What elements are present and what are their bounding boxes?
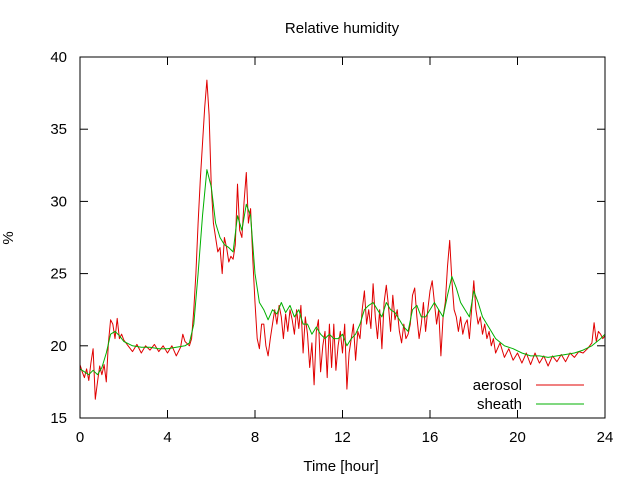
y-tick-label: 30 [50, 193, 67, 210]
x-tick-label: 4 [163, 429, 171, 446]
legend: aerosol sheath [473, 377, 584, 413]
x-tick-label: 20 [509, 429, 526, 446]
x-tick-label: 12 [334, 429, 351, 446]
x-tick-label: 16 [422, 429, 439, 446]
y-axis-label: % [0, 231, 17, 244]
legend-label-sheath: sheath [477, 396, 522, 413]
y-tick-label: 35 [50, 121, 67, 138]
x-tick-label: 8 [251, 429, 259, 446]
y-tick-label: 25 [50, 266, 67, 283]
x-tick-label: 0 [76, 429, 84, 446]
axis-ticks: 0 4 8 12 16 20 24 15 20 25 30 35 40 [50, 49, 613, 446]
chart-title: Relative humidity [285, 20, 400, 37]
series-lines [79, 79, 606, 400]
x-axis-label: Time [hour] [303, 458, 378, 475]
series-line-aerosol [79, 79, 606, 400]
y-tick-label: 20 [50, 338, 67, 355]
legend-label-aerosol: aerosol [473, 377, 522, 394]
plot-frame [79, 56, 606, 419]
y-tick-label: 40 [50, 49, 67, 66]
y-tick-label: 15 [50, 410, 67, 427]
series-line-sheath [79, 169, 606, 376]
x-tick-label: 24 [597, 429, 614, 446]
